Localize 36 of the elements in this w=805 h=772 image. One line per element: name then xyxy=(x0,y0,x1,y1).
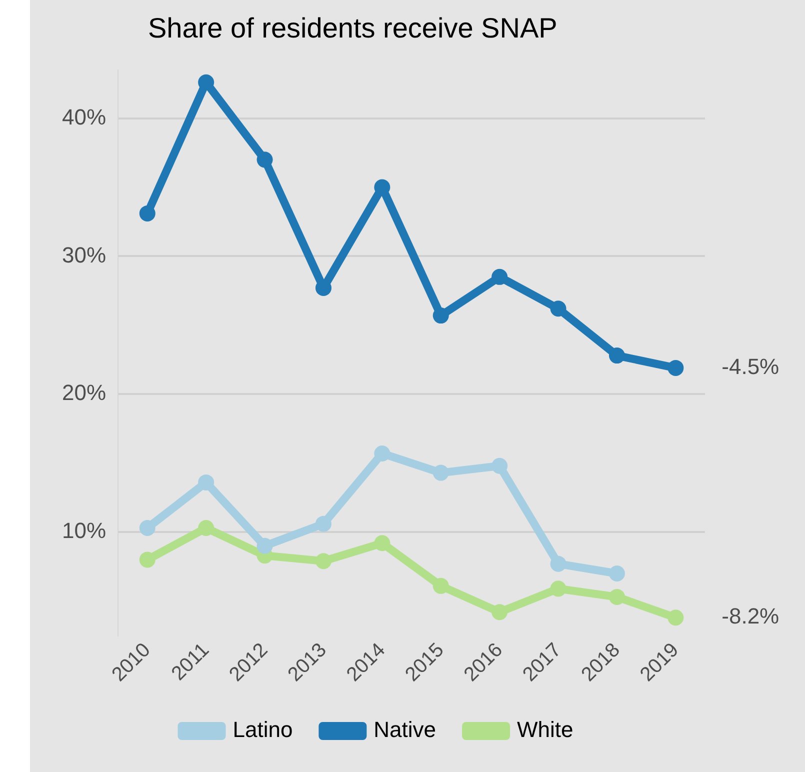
point xyxy=(139,205,156,222)
point xyxy=(492,268,508,285)
point xyxy=(315,553,332,570)
legend-label: Native xyxy=(374,717,436,742)
point xyxy=(256,152,273,168)
point xyxy=(198,474,214,490)
legend-label: White xyxy=(517,717,574,742)
point xyxy=(256,538,273,554)
point xyxy=(432,308,449,324)
annotation: -4.5% xyxy=(722,354,780,380)
point xyxy=(374,445,390,462)
y-tick-label: 30% xyxy=(62,242,106,268)
point xyxy=(139,520,156,536)
point xyxy=(315,516,332,532)
point xyxy=(668,610,684,626)
point xyxy=(608,588,625,605)
point xyxy=(608,348,625,364)
legend-label: Latino xyxy=(232,717,293,742)
point xyxy=(550,300,566,317)
y-tick-label: 20% xyxy=(62,380,106,406)
point xyxy=(608,565,625,582)
chart-title: Share of residents receive SNAP xyxy=(148,12,558,44)
point xyxy=(198,520,214,536)
point xyxy=(139,552,156,568)
point xyxy=(492,458,508,474)
point xyxy=(432,578,449,594)
point xyxy=(432,464,449,481)
y-tick-label: 40% xyxy=(62,104,106,130)
point xyxy=(374,535,390,552)
point xyxy=(668,360,684,376)
point xyxy=(492,604,508,620)
point xyxy=(550,556,566,572)
annotation: -8.2% xyxy=(722,604,780,629)
point xyxy=(198,74,214,90)
y-tick-label: 10% xyxy=(62,518,106,544)
point xyxy=(550,580,566,597)
